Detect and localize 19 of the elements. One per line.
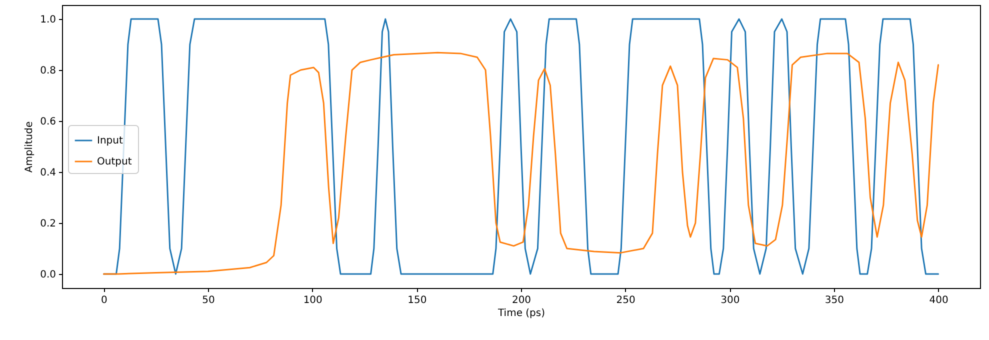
legend-label: Output [97, 156, 132, 168]
y-tick-label: 0.8 [40, 66, 56, 77]
y-tick-label: 0.2 [40, 218, 56, 230]
x-tick-label: 50 [202, 295, 215, 306]
x-tick-label: 150 [408, 295, 427, 306]
y-tick-label: 0.6 [40, 116, 56, 128]
x-tick-label: 350 [824, 295, 844, 306]
legend-label: Input [97, 136, 123, 146]
x-axis-title: Time (ps) [496, 308, 546, 319]
x-tick-label: 300 [720, 295, 740, 306]
x-tick-label: 250 [616, 295, 636, 306]
y-axis-title: Amplitude [24, 121, 36, 173]
x-tick-label: 200 [512, 295, 532, 306]
x-tick-label: 100 [303, 295, 322, 306]
x-tick-label: 0 [101, 295, 108, 306]
x-tick-label: 400 [929, 295, 948, 306]
y-tick-label: 1.0 [40, 14, 56, 26]
y-tick-label: 0.4 [40, 167, 56, 178]
y-tick-label: 0.0 [40, 269, 56, 280]
